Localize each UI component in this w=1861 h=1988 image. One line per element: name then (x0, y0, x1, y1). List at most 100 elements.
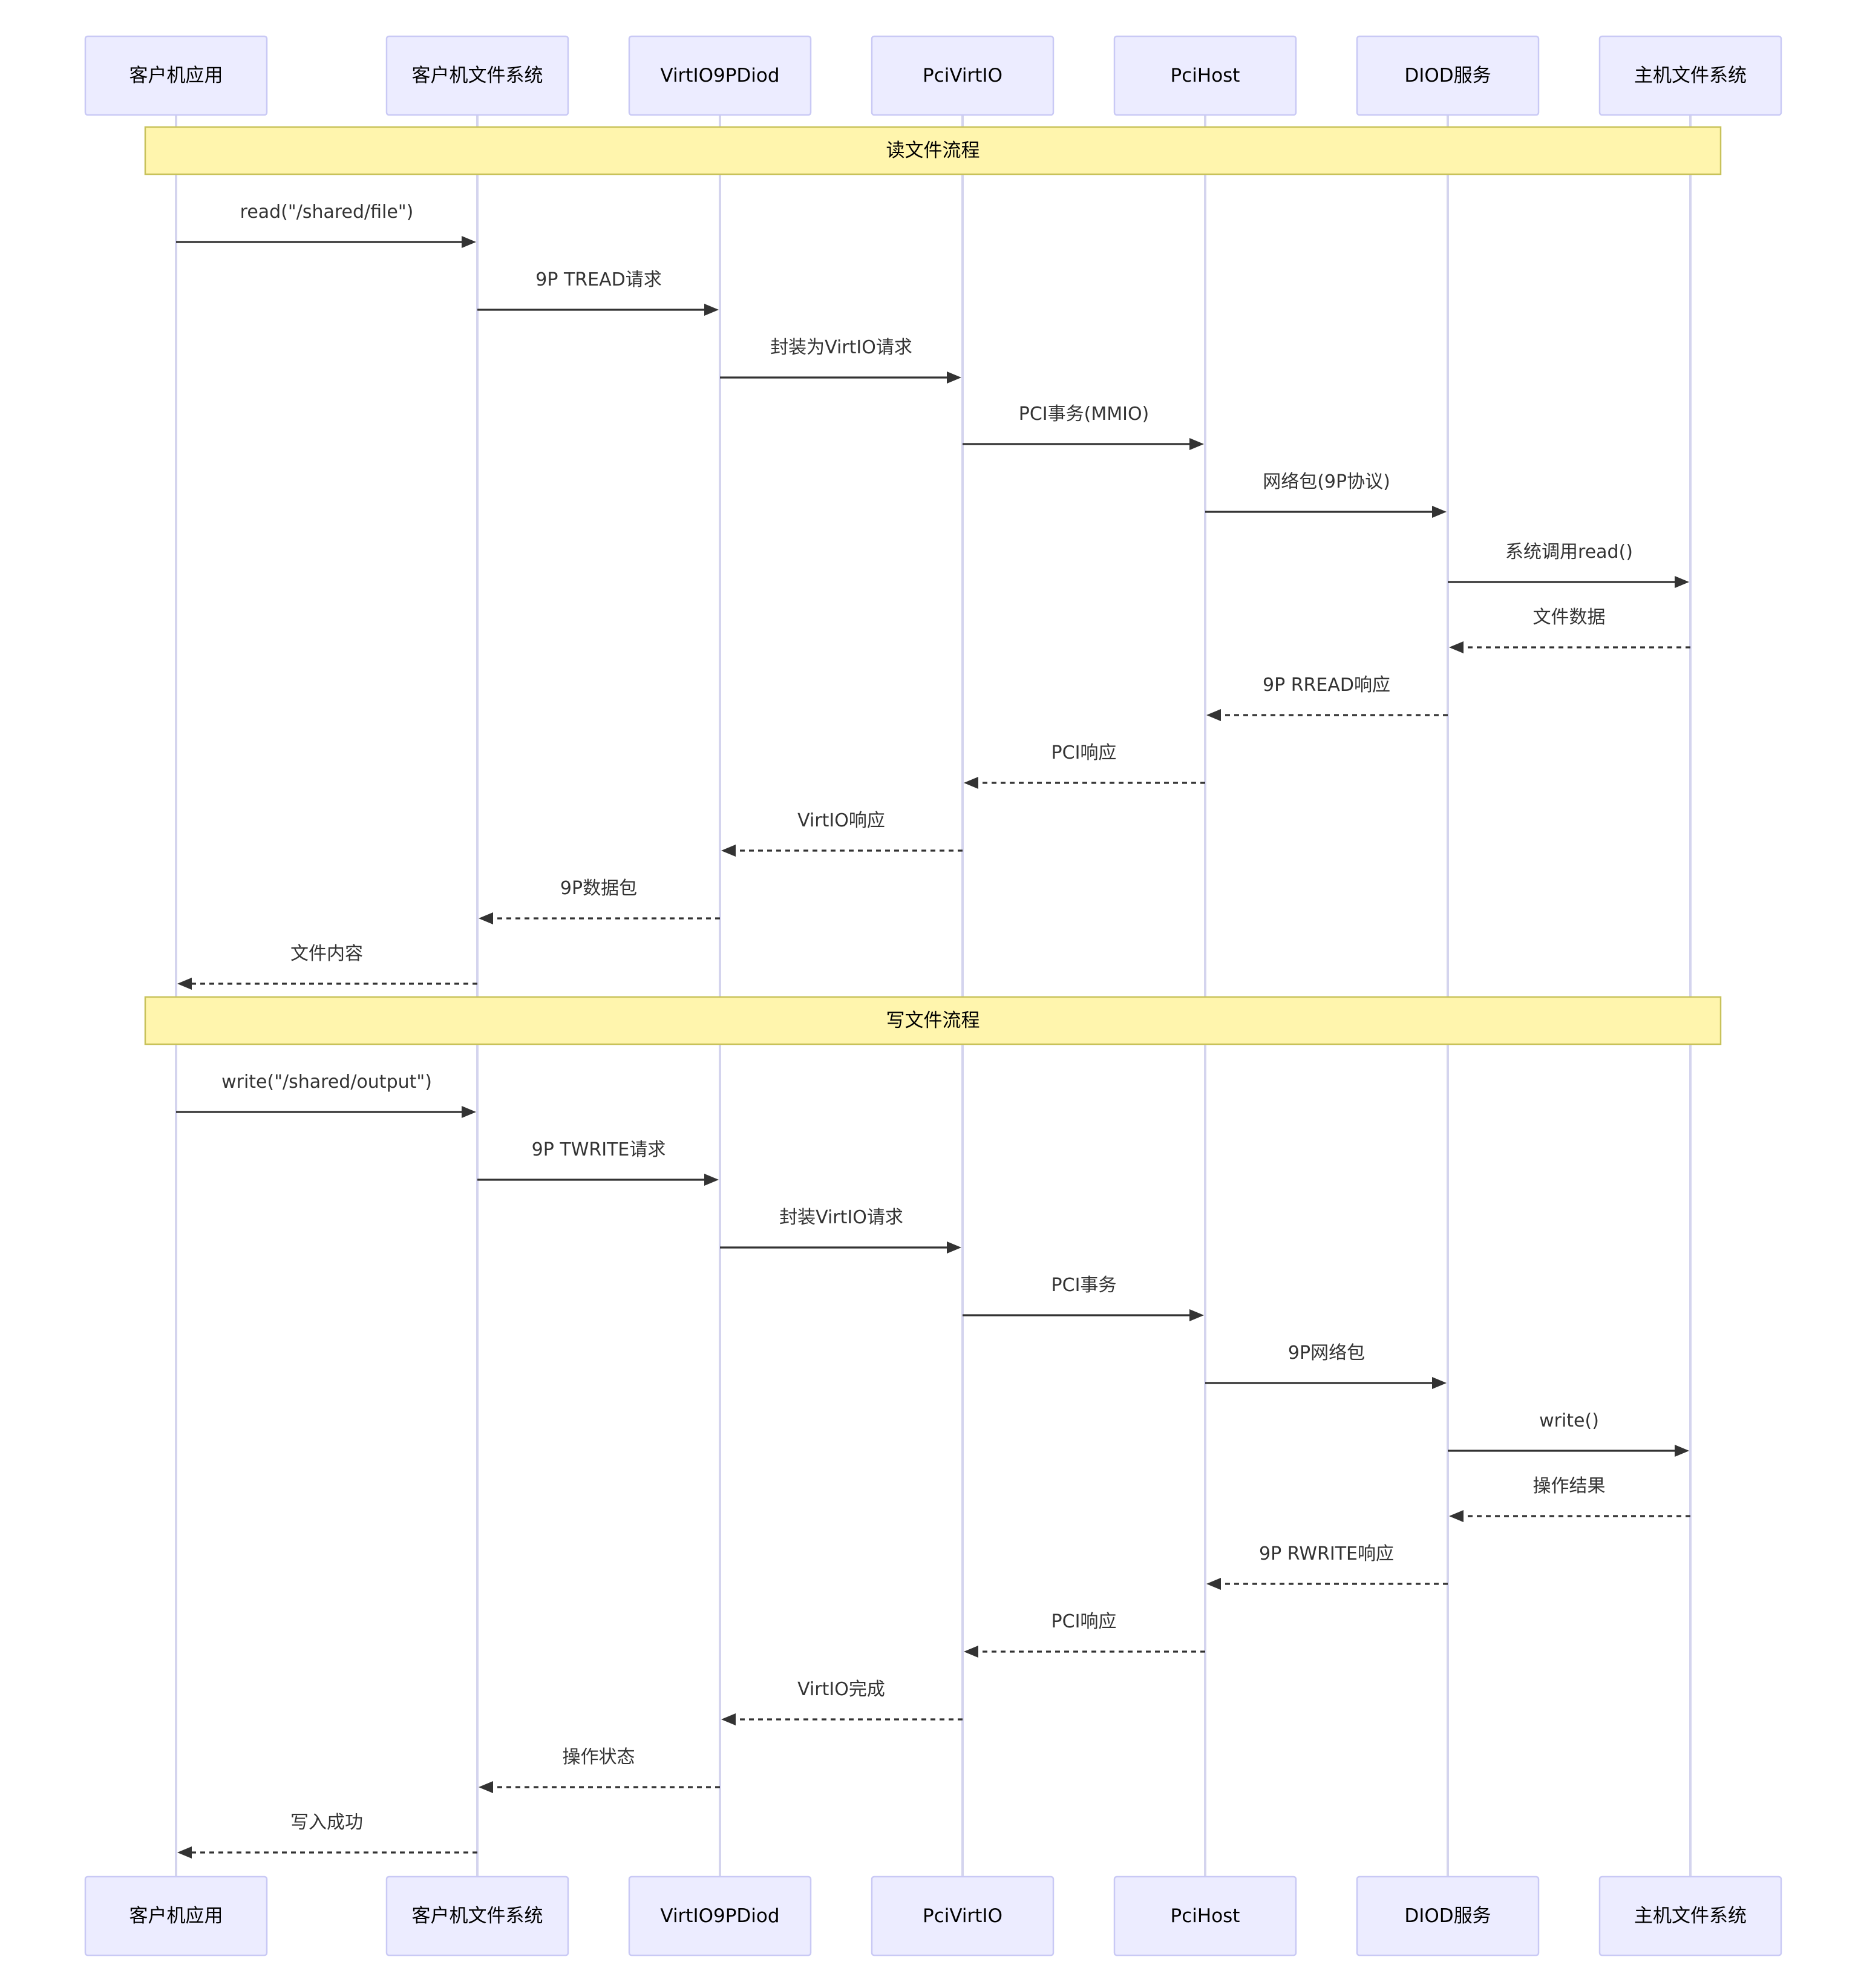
message: 9P TWRITE请求 (477, 1139, 719, 1186)
message-label: 9P数据包 (560, 878, 637, 899)
message-label: VirtIO响应 (797, 810, 885, 831)
message: 写入成功 (177, 1812, 477, 1859)
arrowhead (704, 304, 719, 316)
message-label: PCI响应 (1052, 1611, 1117, 1632)
actor-bottom-diod: DIOD服务 (1356, 1875, 1540, 1957)
actor-label: 客户机应用 (129, 1905, 223, 1927)
message-label: 操作状态 (563, 1747, 635, 1768)
actor-box (1113, 35, 1297, 116)
actor-top-guest_app: 客户机应用 (84, 35, 268, 116)
arrowhead (462, 1106, 476, 1118)
message: PCI响应 (964, 1611, 1205, 1658)
arrowhead (1206, 709, 1221, 721)
messages: read("/shared/file") 9P TREAD请求封装为VirtIO请… (176, 201, 1690, 1859)
actor-box (1356, 1875, 1540, 1957)
actor-box (628, 1875, 812, 1957)
arrowhead (1449, 641, 1464, 653)
arrowhead (1189, 1309, 1204, 1321)
actor-box (1598, 35, 1782, 116)
arrowhead (1189, 438, 1204, 450)
arrowhead (1675, 1445, 1689, 1457)
actor-label: 主机文件系统 (1634, 1905, 1747, 1927)
actor-box (1598, 1875, 1782, 1957)
message-label: VirtIO完成 (797, 1679, 885, 1700)
arrowhead (177, 978, 192, 990)
arrowhead (177, 1846, 192, 1859)
actor-box (385, 35, 569, 116)
section-note-box (144, 126, 1722, 175)
arrowhead (964, 1646, 978, 1658)
actor-box (1113, 1875, 1297, 1957)
actor-box (871, 1875, 1055, 1957)
actor-label: DIOD服务 (1404, 65, 1491, 87)
actor-bottom-host_fs: 主机文件系统 (1598, 1875, 1782, 1957)
message-label: 封装为VirtIO请求 (770, 337, 912, 358)
message-label: PCI事务 (1052, 1275, 1117, 1296)
actor-top-guest_fs: 客户机文件系统 (385, 35, 569, 116)
actors-bottom: 客户机应用 客户机文件系统 VirtIO9PDiod PciVirtIO PciHost… (84, 1875, 1782, 1957)
message: 9P RREAD响应 (1206, 675, 1448, 721)
message-label: 9P RREAD响应 (1263, 675, 1390, 696)
actor-bottom-pcihost: PciHost (1113, 1875, 1297, 1957)
arrowhead (721, 1713, 736, 1725)
section-note: 写文件流程 (144, 996, 1722, 1045)
message: 文件内容 (177, 943, 477, 990)
actor-bottom-pcivirtio: PciVirtIO (871, 1875, 1055, 1957)
section-note-label: 写文件流程 (886, 1010, 980, 1032)
arrowhead (462, 236, 476, 248)
actor-top-host_fs: 主机文件系统 (1598, 35, 1782, 116)
lifelines (175, 115, 1692, 1877)
message: PCI响应 (964, 742, 1205, 789)
section-note-box (144, 996, 1722, 1045)
message: write() (1448, 1410, 1689, 1457)
message-label: write() (1539, 1410, 1599, 1431)
section-note: 读文件流程 (144, 126, 1722, 175)
message-label: 9P TREAD请求 (535, 269, 661, 290)
actors-top: 客户机应用 客户机文件系统 VirtIO9PDiod PciVirtIO PciHost… (84, 35, 1782, 116)
message: read("/shared/file") (176, 201, 476, 248)
message-label: read("/shared/file") (240, 201, 414, 223)
message: 9P数据包 (479, 878, 720, 924)
actor-bottom-guest_fs: 客户机文件系统 (385, 1875, 569, 1957)
message-label: 操作结果 (1533, 1476, 1606, 1497)
message: 系统调用read() (1448, 541, 1689, 588)
arrowhead (1206, 1578, 1221, 1590)
arrowhead (947, 371, 961, 384)
message: 文件数据 (1449, 607, 1690, 653)
message-label: write("/shared/output") (221, 1071, 432, 1093)
actor-label: VirtIO9PDiod (660, 65, 779, 87)
arrowhead (1432, 506, 1447, 518)
actor-label: PciVirtIO (923, 65, 1002, 87)
actor-box (1356, 35, 1540, 116)
arrowhead (479, 1781, 493, 1793)
message: 封装VirtIO请求 (720, 1207, 961, 1254)
message: 操作状态 (479, 1747, 720, 1793)
actor-top-pcivirtio: PciVirtIO (871, 35, 1055, 116)
arrowhead (479, 912, 493, 924)
actor-top-pcihost: PciHost (1113, 35, 1297, 116)
message: 网络包(9P协议) (1205, 471, 1447, 518)
message: VirtIO完成 (721, 1679, 963, 1725)
arrowhead (1449, 1510, 1464, 1522)
message-label: 写入成功 (290, 1812, 363, 1833)
actor-bottom-guest_app: 客户机应用 (84, 1875, 268, 1957)
actor-label: PciHost (1171, 65, 1240, 87)
message: write("/shared/output") (176, 1071, 476, 1118)
actor-top-virtio9p: VirtIO9PDiod (628, 35, 812, 116)
message-label: 9P TWRITE请求 (532, 1139, 666, 1160)
message-label: 封装VirtIO请求 (779, 1207, 903, 1228)
actor-top-diod: DIOD服务 (1356, 35, 1540, 116)
actor-label: 客户机文件系统 (412, 65, 543, 87)
message: VirtIO响应 (721, 810, 963, 857)
message: 封装为VirtIO请求 (720, 337, 961, 384)
arrowhead (947, 1241, 961, 1254)
actor-label: VirtIO9PDiod (660, 1905, 779, 1927)
actor-label: 客户机应用 (129, 65, 223, 87)
arrowhead (1675, 576, 1689, 588)
message: 9P RWRITE响应 (1206, 1543, 1448, 1590)
message-label: 9P网络包 (1288, 1342, 1365, 1364)
message: 9P TREAD请求 (477, 269, 719, 316)
message-label: PCI事务(MMIO) (1019, 404, 1150, 425)
message-label: PCI响应 (1052, 742, 1117, 763)
